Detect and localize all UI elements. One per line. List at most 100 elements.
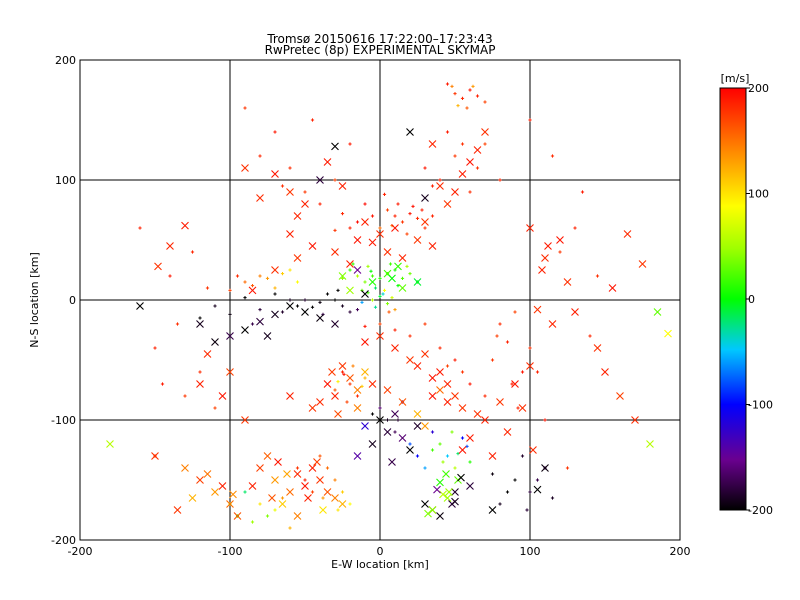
plus-marker-point (385, 418, 390, 422)
plus-marker-point (513, 310, 517, 314)
plus-marker-point (525, 508, 529, 512)
plus-marker-point (366, 264, 370, 268)
plus-marker-point (288, 268, 292, 272)
x-marker-point (203, 470, 212, 478)
x-marker-point (338, 182, 347, 190)
plus-marker-point (543, 418, 547, 422)
plus-marker-point (205, 286, 210, 290)
plus-marker-point (411, 204, 415, 208)
x-marker-point (301, 308, 309, 316)
plus-marker-point (369, 269, 373, 273)
x-marker-point (196, 476, 204, 484)
plus-marker-point (310, 118, 315, 122)
plus-marker-point (280, 184, 285, 188)
x-marker-point (283, 470, 291, 478)
x-marker-point (271, 266, 279, 274)
plus-marker-point (153, 346, 157, 350)
y-axis-label: N-S location [km] (28, 252, 41, 348)
plus-marker-point (456, 104, 460, 108)
x-marker-point (293, 512, 302, 520)
plus-marker-point (273, 508, 277, 512)
plus-marker-point (295, 466, 300, 470)
plus-marker-point (333, 388, 337, 392)
x-marker-point (181, 464, 189, 472)
x-marker-point (308, 404, 317, 412)
x-marker-point (398, 284, 407, 292)
x-marker-point (526, 362, 534, 370)
plus-marker-point (520, 454, 525, 458)
x-marker-point (541, 464, 549, 472)
x-marker-point (286, 230, 294, 238)
plus-marker-point (258, 308, 262, 312)
x-marker-point (188, 494, 197, 502)
x-marker-point (488, 506, 497, 514)
x-marker-point (256, 464, 264, 472)
x-marker-point (556, 236, 564, 244)
x-marker-point (323, 488, 332, 496)
x-marker-point (413, 278, 422, 286)
x-marker-point (406, 446, 414, 454)
x-marker-point (308, 242, 317, 250)
x-marker-point (428, 140, 437, 148)
x-marker-point (616, 392, 624, 400)
plus-marker-point (390, 296, 394, 300)
plus-marker-point (333, 478, 337, 482)
x-marker-point (481, 128, 489, 136)
x-marker-point (466, 482, 474, 490)
plus-marker-point (370, 214, 375, 218)
plus-marker-point (453, 466, 457, 470)
plus-marker-point (483, 142, 487, 146)
x-marker-point (466, 434, 474, 442)
plus-marker-point (243, 296, 247, 300)
x-marker-point (331, 142, 339, 151)
plus-marker-point (483, 394, 487, 398)
plus-marker-point (318, 202, 322, 206)
x-marker-point (428, 242, 437, 250)
plus-marker-point (138, 226, 142, 230)
x-marker-point (353, 236, 362, 244)
plus-marker-point (505, 340, 510, 344)
x-marker-point (271, 310, 279, 319)
x-marker-point (443, 494, 452, 502)
plus-marker-point (450, 430, 454, 434)
x-marker-point (436, 478, 444, 487)
x-marker-point (346, 260, 354, 268)
plus-marker-point (471, 84, 475, 88)
plus-marker-point (340, 276, 345, 280)
plus-marker-point (475, 94, 480, 98)
plus-marker-point (190, 250, 195, 254)
plus-marker-point (336, 508, 340, 512)
plus-marker-point (420, 208, 424, 212)
plus-marker-point (325, 292, 330, 296)
x-marker-point (368, 238, 377, 247)
plus-marker-point (288, 526, 292, 530)
y-tick-label: 200 (55, 54, 76, 67)
plus-marker-point (258, 274, 262, 278)
plus-marker-point (250, 322, 255, 326)
plus-marker-point (408, 272, 412, 276)
plus-marker-point (475, 166, 480, 170)
x-marker-point (571, 308, 579, 316)
plus-marker-point (340, 304, 345, 308)
x-axis-label: E-W location [km] (331, 558, 429, 571)
plus-marker-point (468, 190, 472, 194)
x-tick-label: 0 (377, 545, 384, 558)
x-marker-point (383, 428, 392, 436)
x-marker-point (226, 332, 234, 340)
x-marker-point (421, 350, 429, 358)
x-marker-point (421, 194, 429, 202)
x-marker-point (271, 170, 279, 178)
chart-title: Tromsø 20150616 17:22:00–17:23:43 (266, 32, 492, 46)
plus-marker-point (510, 382, 514, 386)
x-marker-point (394, 262, 402, 271)
x-marker-point (278, 500, 287, 508)
x-marker-point (323, 380, 332, 388)
plus-marker-point (535, 478, 540, 482)
plus-marker-point (250, 284, 255, 288)
x-marker-point (488, 452, 497, 460)
x-marker-point (316, 398, 324, 406)
plus-marker-point (318, 454, 322, 458)
x-marker-point (442, 470, 450, 478)
x-marker-point (451, 497, 459, 506)
x-marker-point (241, 326, 249, 334)
